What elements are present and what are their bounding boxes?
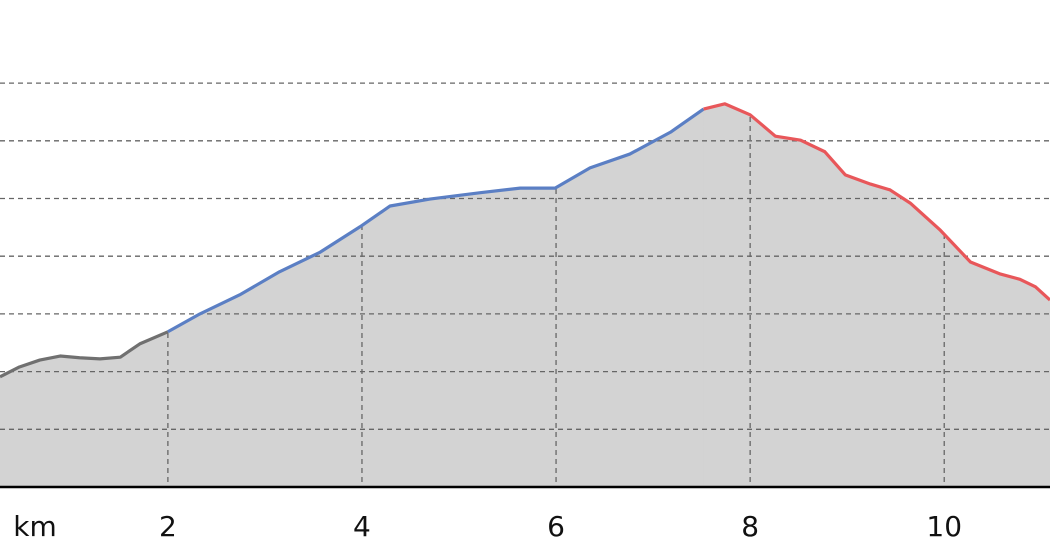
line: [0, 330, 169, 379]
x-tick-label: 10: [926, 510, 962, 543]
line: [703, 102, 1050, 302]
x-tick-label: 6: [547, 510, 565, 543]
area: [0, 331, 169, 488]
x-tick-label: 8: [741, 510, 759, 543]
x-tick-label: 4: [353, 510, 371, 543]
line: [167, 107, 705, 334]
x-unit-label: km: [13, 510, 57, 543]
x-tick-label: 2: [159, 510, 177, 543]
area: [167, 108, 705, 488]
